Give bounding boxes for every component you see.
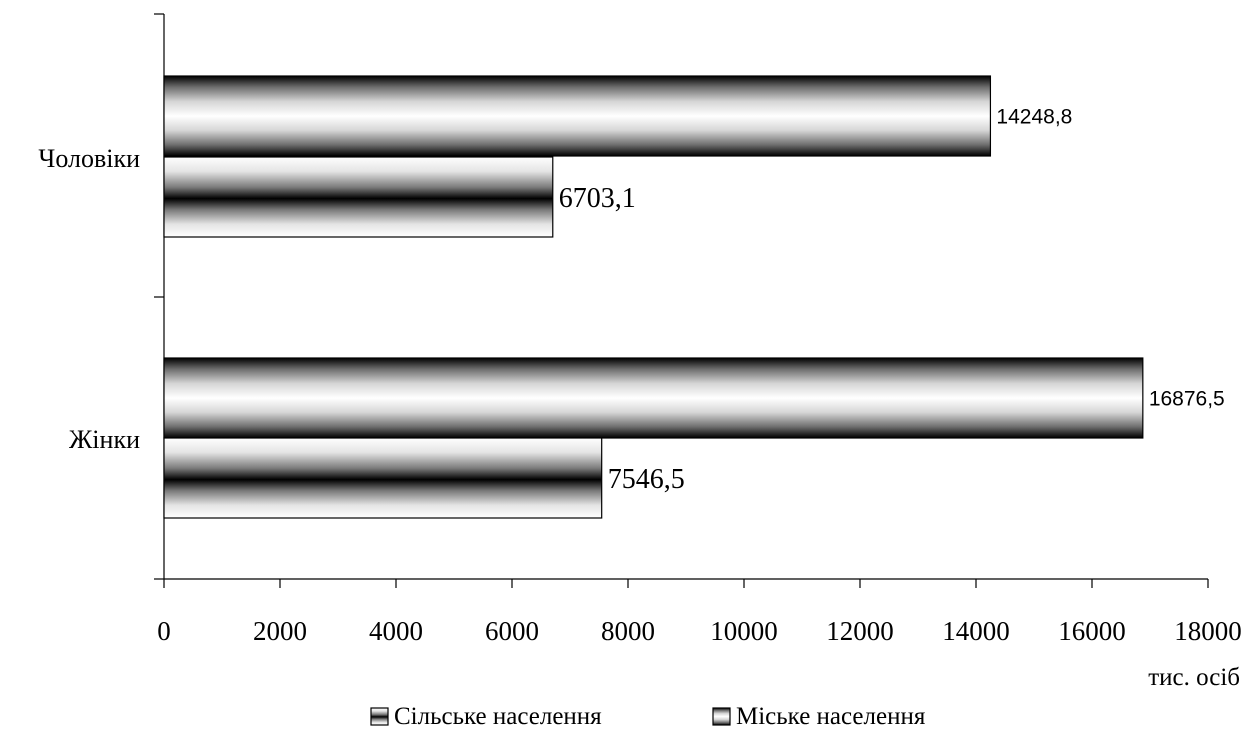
bars-group: 14248,8 6703,1 16876,5 7546,5 [163, 75, 1225, 519]
legend-label-rural: Сільське населення [394, 703, 602, 730]
x-tick-label: 12000 [826, 616, 894, 646]
data-label-urban: 14248,8 [996, 106, 1072, 129]
x-tick-label: 16000 [1058, 616, 1126, 646]
category-label-men: Чоловіки [38, 144, 140, 173]
x-tick-label: 4000 [369, 616, 423, 646]
x-tick-label: 8000 [601, 616, 655, 646]
legend-swatch-rural [370, 707, 389, 726]
legend-label-urban: Міське населення [736, 703, 926, 730]
bar-rural [163, 437, 603, 519]
x-tick-label: 6000 [485, 616, 539, 646]
x-tick-label: 2000 [253, 616, 307, 646]
x-axis-ticks: 0 2000 4000 6000 8000 10000 12000 14000 16000 180… [157, 579, 1242, 646]
legend-swatch-urban [712, 707, 731, 726]
x-tick-label: 18000 [1174, 616, 1242, 646]
x-tick-label: 0 [157, 616, 171, 646]
bar-urban [163, 75, 992, 157]
x-axis-label: тис. осіб [1148, 664, 1240, 691]
bar-urban [163, 357, 1144, 439]
data-label-rural: 6703,1 [559, 183, 636, 214]
x-tick-label: 10000 [710, 616, 778, 646]
x-tick-label: 14000 [942, 616, 1010, 646]
legend: Сільське населення Міське населення [370, 703, 926, 730]
bar-rural [163, 156, 554, 238]
category-label-women: Жінки [69, 425, 140, 454]
data-label-rural: 7546,5 [608, 464, 685, 495]
data-label-urban: 16876,5 [1149, 388, 1225, 411]
